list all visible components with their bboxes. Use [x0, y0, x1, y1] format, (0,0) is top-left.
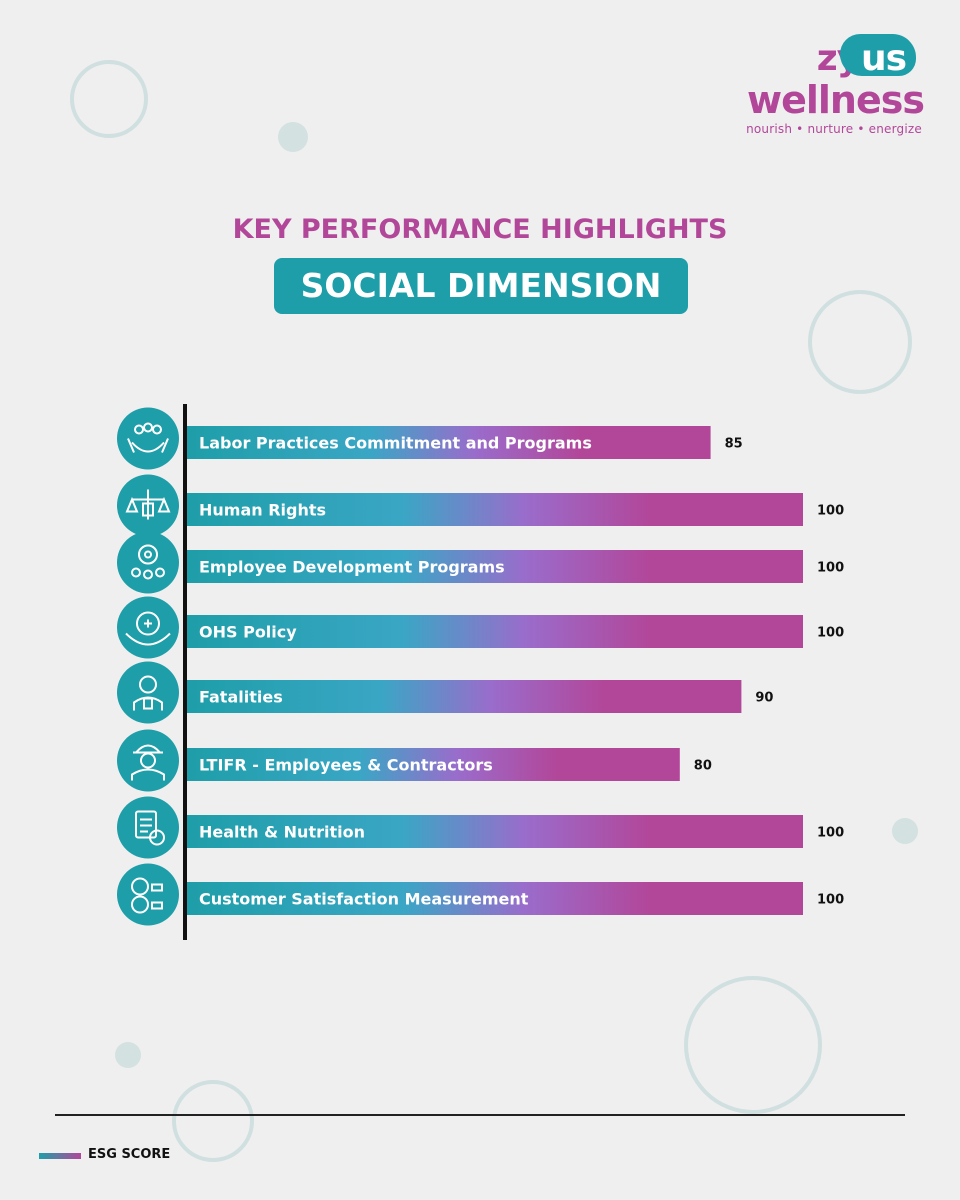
- brand-logo-blob: [840, 34, 916, 76]
- customer-feedback-icon: [117, 863, 179, 926]
- category-label-5: LTIFR - Employees & Contractors: [199, 756, 493, 775]
- bar-6: [187, 815, 803, 848]
- brand-tagline: nourish • nurture • energize: [746, 122, 922, 136]
- decor-globe-circle: [70, 60, 148, 138]
- bar-5: [187, 748, 680, 781]
- category-label-1: Human Rights: [199, 501, 326, 520]
- human-rights-icon: [117, 474, 179, 537]
- brand-name-part2: us: [860, 38, 907, 79]
- decor-dot: [278, 122, 308, 152]
- ohs-gear-icon: [117, 596, 179, 659]
- category-label-7: Customer Satisfaction Measurement: [199, 890, 529, 909]
- legend-swatch: [39, 1153, 81, 1159]
- category-label-0: Labor Practices Commitment and Programs: [199, 434, 592, 453]
- category-label-3: OHS Policy: [199, 623, 297, 642]
- decor-dot: [892, 818, 918, 844]
- value-label-4: 90: [755, 691, 773, 706]
- value-label-5: 80: [694, 759, 712, 774]
- value-label-0: 85: [725, 437, 743, 452]
- worker-icon: [117, 661, 179, 724]
- category-label-4: Fatalities: [199, 688, 283, 707]
- value-label-2: 100: [817, 561, 844, 576]
- bar-2: [187, 550, 803, 583]
- legend-label: ESG SCORE: [88, 1147, 171, 1162]
- bar-1: [187, 493, 803, 526]
- decor-dot: [115, 1042, 141, 1068]
- decor-recycle-circle: [808, 290, 912, 394]
- nutrition-clipboard-icon: [117, 796, 179, 859]
- bar-7: [187, 882, 803, 915]
- section-badge: SOCIAL DIMENSION: [274, 258, 688, 314]
- brand-name-line2: wellness: [747, 78, 925, 122]
- brand-logo: zyd us wellness nourish • nurture • ener…: [724, 34, 925, 138]
- hard-hat-worker-icon: [117, 729, 179, 792]
- legend-divider: [55, 1114, 905, 1116]
- bar-4: [187, 680, 742, 713]
- decor-circle: [172, 1080, 254, 1162]
- employee-development-icon: [117, 531, 179, 594]
- value-label-6: 100: [817, 826, 844, 841]
- value-label-1: 100: [817, 504, 844, 519]
- value-label-7: 100: [817, 893, 844, 908]
- people-care-icon: [117, 407, 179, 470]
- page-heading: KEY PERFORMANCE HIGHLIGHTS: [232, 214, 728, 245]
- bar-3: [187, 615, 803, 648]
- category-label-6: Health & Nutrition: [199, 823, 365, 842]
- value-label-3: 100: [817, 626, 844, 641]
- bar-0: [187, 426, 711, 459]
- category-label-2: Employee Development Programs: [199, 558, 505, 577]
- decor-leaf-circle: [684, 976, 822, 1114]
